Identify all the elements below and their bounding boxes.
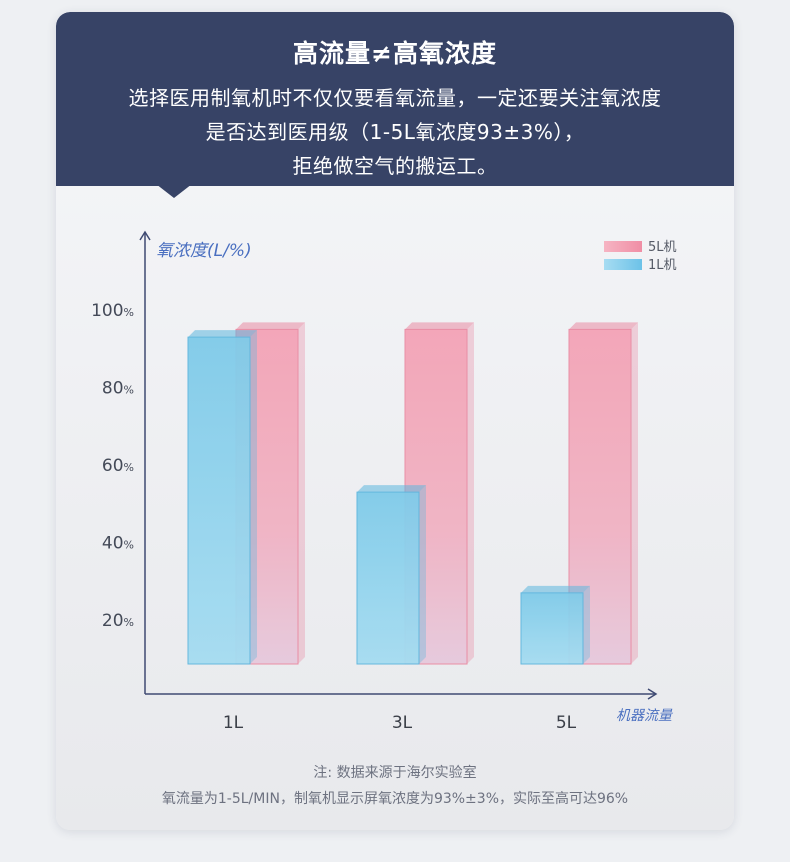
bar-5l-3L-top [405, 322, 474, 330]
bar-1l-1L [187, 336, 251, 665]
bar-5l-5L-side [631, 322, 638, 664]
bar-1l-1L-top [188, 330, 257, 338]
legend-label-1l: 1L机 [648, 258, 677, 273]
header-banner: 高流量≠高氧浓度 选择医用制氧机时不仅仅要看氧流量，一定还要关注氧浓度 是否达到… [56, 12, 734, 186]
legend-swatch-1l [604, 259, 642, 270]
content-card: 高流量≠高氧浓度 选择医用制氧机时不仅仅要看氧流量，一定还要关注氧浓度 是否达到… [56, 12, 734, 830]
x-tick-label: 3L [392, 713, 413, 733]
bar-1l-1L-side [250, 330, 257, 664]
bar-1l-3L-top [357, 485, 426, 493]
header-pointer [156, 184, 192, 198]
x-tick-label: 1L [223, 713, 244, 733]
y-tick-label: 80% [102, 379, 134, 399]
bar-5l-1L-side [298, 322, 305, 664]
y-tick-label: 100% [91, 301, 134, 321]
source-note: 注: 数据来源于海尔实验室 [313, 765, 477, 781]
x-axis-title: 机器流量 [616, 708, 674, 724]
legend-label-5l: 5L机 [648, 240, 677, 255]
bar-5l-1L-top [236, 322, 305, 330]
y-axis-arrow [139, 230, 151, 241]
bar-1l-3L-side [419, 485, 426, 664]
x-tick-label: 5L [556, 713, 577, 733]
y-axis-title: 氧浓度(L/%) [156, 241, 252, 261]
subtitle-line-1: 选择医用制氧机时不仅仅要看氧流量，一定还要关注氧浓度 [128, 86, 662, 110]
subtitle-line-2: 是否达到医用级（1-5L氧浓度93±3%）， [205, 120, 585, 144]
x-axis-arrow [647, 688, 658, 700]
bar-chart: 氧浓度(L/%) 机器流量 20% 40% 60% 80% 100% 1L 3L 5L 5L机 1L机 [91, 230, 677, 733]
legend-swatch-5l [604, 241, 642, 252]
bar-1l-5L-side [583, 585, 590, 664]
y-tick-label: 40% [102, 534, 134, 554]
footnote: 氧流量为1-5L/MIN，制氧机显示屏氧浓度为93%±3%，实际至高可达96% [161, 791, 629, 807]
bar-1l-3L [356, 491, 420, 665]
subtitle-line-3: 拒绝做空气的搬运工。 [292, 154, 498, 178]
y-tick-label: 60% [102, 456, 134, 476]
bar-1l-5L [520, 592, 584, 665]
bar-5l-3L-side [467, 322, 474, 664]
y-tick-label: 20% [102, 611, 134, 631]
page-title: 高流量≠高氧浓度 [293, 39, 497, 68]
bar-5l-5L-top [569, 322, 638, 330]
bar-1l-5L-top [521, 585, 590, 593]
